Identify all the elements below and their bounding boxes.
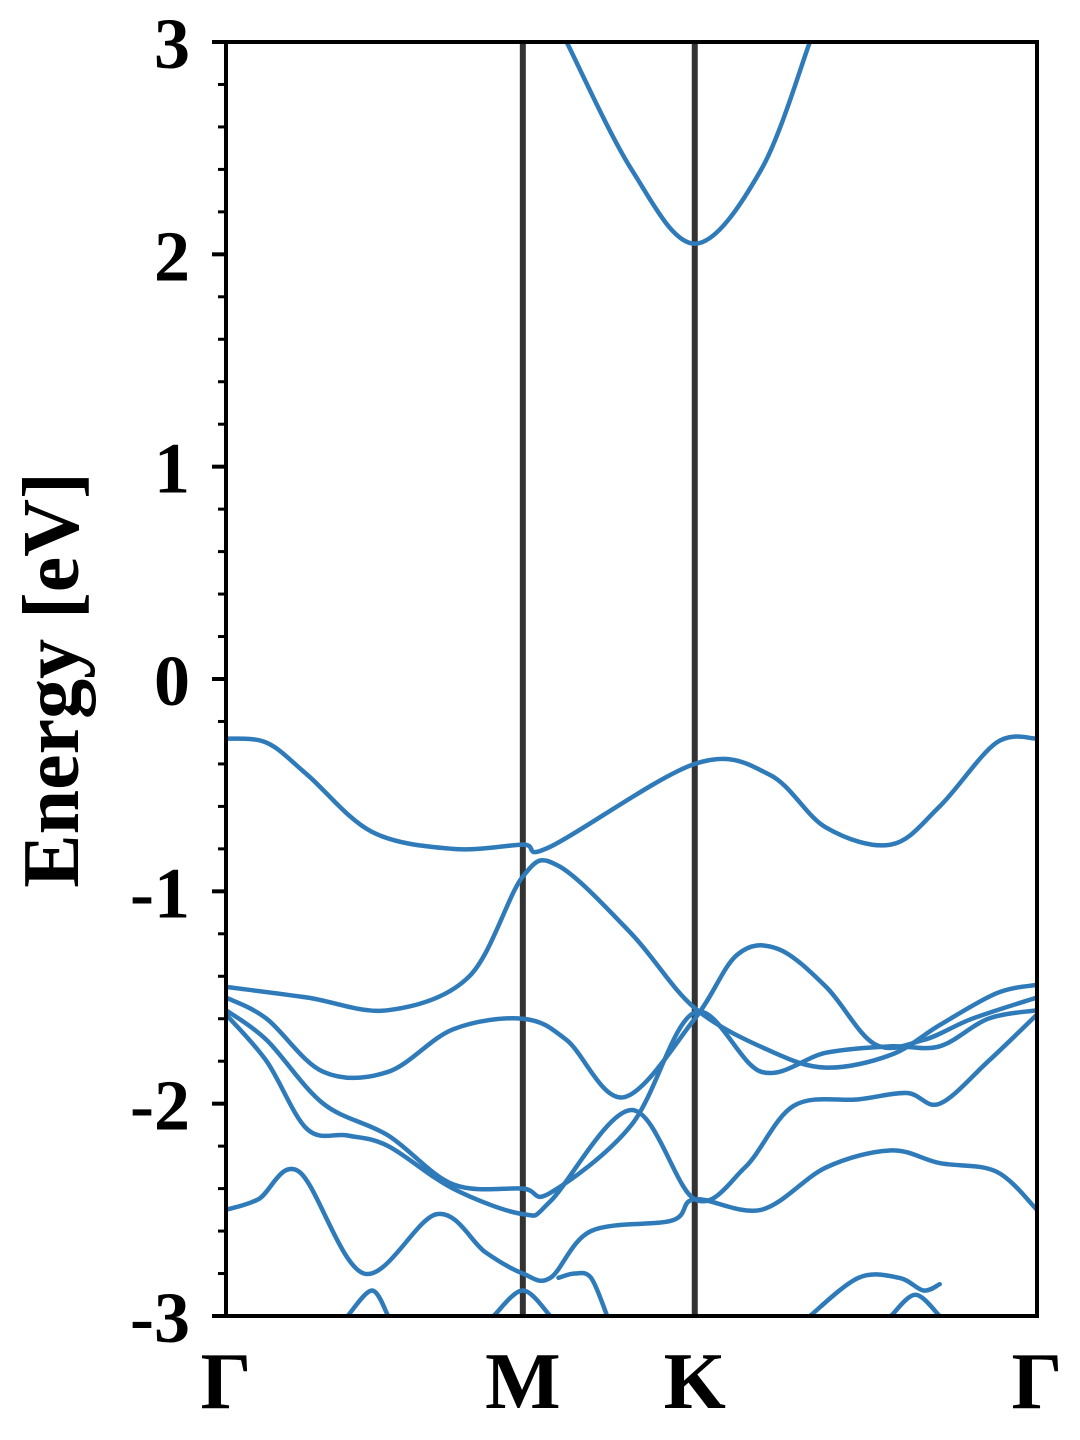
- y-axis-ticks: [212, 40, 226, 1318]
- band-12: [564, 42, 813, 246]
- band-8: [491, 1288, 553, 1316]
- band-10: [888, 1292, 942, 1316]
- high-symmetry-lines: [519, 42, 698, 1316]
- band-1: [226, 734, 1037, 855]
- band-7: [345, 1288, 391, 1316]
- k-label-Γ: Γ: [1012, 1338, 1063, 1426]
- band-2: [226, 857, 1037, 1070]
- y-tick-label: -3: [130, 1278, 190, 1358]
- y-tick-label: 2: [154, 216, 190, 296]
- k-label-M: M: [485, 1338, 561, 1426]
- y-tick-label: 0: [154, 641, 190, 721]
- band-4: [226, 1007, 1037, 1200]
- band-11: [556, 1270, 610, 1316]
- y-tick-labels: 3 2 1 0 -1 -2 -3: [130, 4, 190, 1358]
- y-axis-title: Energy [eV]: [8, 472, 96, 887]
- band-lines: [226, 42, 1037, 1316]
- band-9: [807, 1272, 942, 1316]
- y-tick-label: -2: [130, 1066, 190, 1146]
- y-tick-label: 3: [154, 4, 190, 84]
- band-3: [226, 943, 1037, 1100]
- k-label-K: K: [664, 1338, 726, 1426]
- y-tick-label: -1: [130, 853, 190, 933]
- y-tick-label: 1: [154, 429, 190, 509]
- k-label-Γ: Γ: [201, 1338, 252, 1426]
- band-6: [226, 1148, 1037, 1283]
- band-5: [226, 1012, 1037, 1218]
